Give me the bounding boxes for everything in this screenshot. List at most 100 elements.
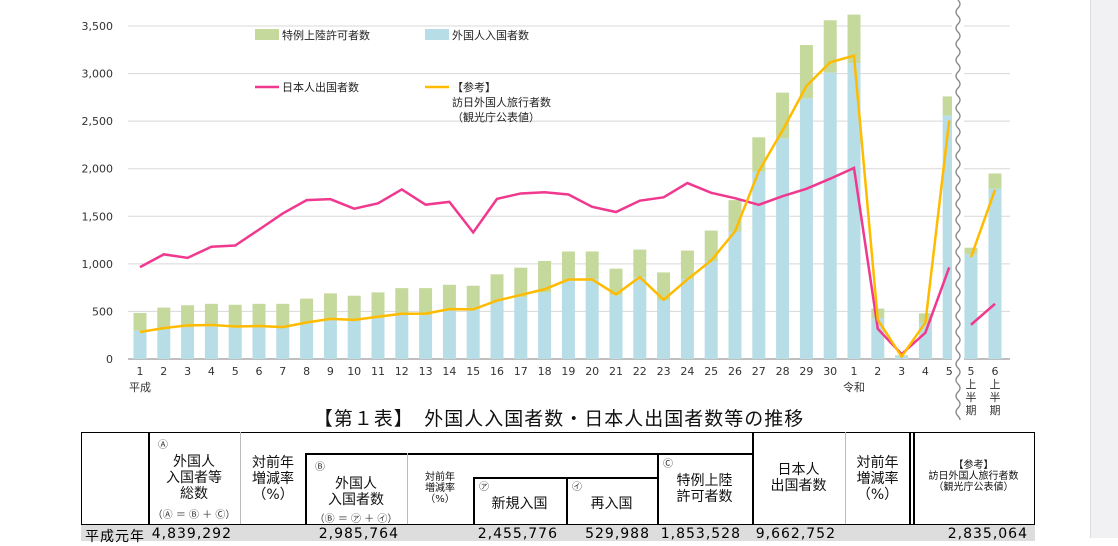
x-tick-label: 17	[514, 365, 528, 378]
x-tick-label: 4	[922, 365, 929, 378]
bar-foreign-entrants	[800, 98, 813, 359]
x-tick-label: 9	[327, 365, 334, 378]
mark-new: ㋐	[473, 480, 566, 496]
rate3-l3: （%）	[845, 487, 910, 503]
ref-l3: （観光庁公表値）	[913, 482, 1034, 493]
bar-foreign-entrants	[348, 321, 361, 359]
col-re-header: ㋑ 再入国	[566, 480, 657, 512]
col-rate1-header: 対前年 増減率 （%）	[240, 455, 306, 503]
x-tick-label: 5	[232, 365, 239, 378]
bar-special-landing	[729, 200, 742, 231]
x-tick-label: 21	[609, 365, 623, 378]
col-c-header: Ⓒ 特例上陸 許可者数	[657, 457, 752, 505]
jp-line2: 出国者数	[752, 478, 845, 494]
x-tick-label: 7	[279, 365, 286, 378]
col-jp-header: 日本人 出国者数	[752, 462, 845, 494]
cell-ref: 2,835,064	[913, 526, 1028, 542]
rate2-l1: 対前年	[407, 472, 473, 483]
y-tick-label: 1,000	[82, 258, 114, 271]
rate3-l2: 増減率	[845, 471, 910, 487]
mark-a: Ⓐ	[148, 438, 240, 454]
bar-foreign-entrants	[729, 232, 742, 359]
legend-visitors-l1: 【参考】	[452, 80, 496, 94]
cell-jp: 9,662,752	[752, 526, 836, 542]
bar-special-landing	[300, 299, 313, 323]
col-rate3-header: 対前年 増減率 （%）	[845, 455, 910, 503]
bar-special-landing	[467, 286, 480, 309]
a-line3: 総数	[148, 486, 240, 502]
y-tick-label: 0	[106, 353, 113, 366]
bar-foreign-entrants	[989, 189, 1002, 359]
jp-line1: 日本人	[752, 462, 845, 478]
x-tick-label: 半	[966, 390, 977, 404]
bar-special-landing	[800, 45, 813, 98]
bar-special-landing	[491, 274, 504, 301]
col-new-header: ㋐ 新規入国	[473, 480, 566, 512]
legend-japanese-departures: 日本人出国者数	[282, 80, 359, 94]
x-tick-label: 26	[728, 365, 742, 378]
bar-foreign-entrants	[824, 73, 837, 359]
mark-re: ㋑	[566, 480, 657, 496]
x-tick-label: 20	[585, 365, 599, 378]
bar-foreign-entrants	[134, 331, 147, 359]
x-tick-label: 12	[395, 365, 409, 378]
x-tick-label: 22	[633, 365, 647, 378]
bar-foreign-entrants	[324, 319, 337, 359]
col-ref-header: 【参考】 訪日外国人旅行者数 （観光庁公表値）	[913, 460, 1034, 493]
bar-special-landing	[824, 20, 837, 72]
bar-special-landing	[443, 285, 456, 309]
new-label: 新規入国	[473, 496, 566, 512]
bar-special-landing	[276, 304, 289, 327]
cell-a: 4,839,292	[148, 526, 232, 542]
bar-special-landing	[205, 304, 218, 327]
x-tick-label: 3	[898, 365, 905, 378]
bar-special-landing	[965, 248, 978, 255]
ref-l1: 【参考】	[913, 460, 1034, 471]
bar-special-landing	[348, 296, 361, 321]
x-tick-label: 24	[680, 365, 694, 378]
rate1-l1: 対前年	[240, 455, 306, 471]
y-tick-label: 1,500	[82, 210, 114, 223]
x-tick-label: 5	[946, 365, 953, 378]
b-line1: 外国人	[305, 476, 407, 492]
x-tick-label: 6	[992, 365, 999, 378]
bar-foreign-entrants	[181, 328, 194, 359]
bar-special-landing	[253, 304, 266, 326]
bar-foreign-entrants	[372, 318, 385, 359]
x-tick-label: 上	[966, 378, 977, 391]
era-label-heisei: 平成	[129, 381, 151, 394]
x-tick-label: 1	[851, 365, 858, 378]
bar-foreign-entrants	[276, 327, 289, 359]
col-a-header: Ⓐ 外国人 入国者等 総数 （Ⓐ ＝ Ⓑ ＋ Ⓒ）	[148, 438, 240, 524]
x-tick-label: 11	[371, 365, 385, 378]
cell-b: 2,985,764	[305, 526, 399, 542]
bar-foreign-entrants	[705, 261, 718, 359]
x-tick-label: 1	[137, 365, 144, 378]
bar-foreign-entrants	[443, 309, 456, 359]
bar-foreign-entrants	[633, 277, 646, 359]
ref-l2: 訪日外国人旅行者数	[913, 471, 1034, 482]
x-tick-label: 28	[776, 365, 790, 378]
bar-foreign-entrants	[205, 327, 218, 359]
legend-special-landing: 特例上陸許可者数	[282, 28, 370, 42]
bar-special-landing	[419, 288, 432, 315]
row-label: 平成元年	[84, 526, 146, 546]
y-tick-label: 500	[92, 305, 113, 318]
y-tick-label: 2,000	[82, 163, 114, 176]
x-tick-label: 6	[256, 365, 263, 378]
a-line2: 入国者等	[148, 470, 240, 486]
cell-new: 2,455,776	[473, 526, 558, 542]
x-tick-label: 13	[419, 365, 433, 378]
x-tick-label: 30	[823, 365, 837, 378]
x-tick-label: 2	[160, 365, 167, 378]
a-formula: （Ⓐ ＝ Ⓑ ＋ Ⓒ）	[148, 508, 240, 524]
axis-break-mask	[952, 0, 964, 420]
rate1-l2: 増減率	[240, 471, 306, 487]
bar-foreign-entrants	[657, 300, 670, 359]
bar-special-landing	[395, 288, 408, 314]
legend-visitors-l2: 訪日外国人旅行者数	[452, 95, 551, 109]
bar-special-landing	[157, 308, 170, 330]
a-line1: 外国人	[148, 454, 240, 470]
bar-foreign-entrants	[419, 315, 432, 359]
